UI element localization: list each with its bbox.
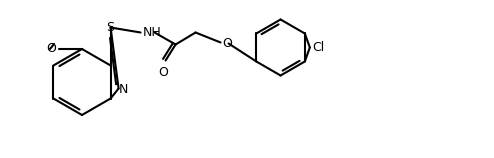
Text: O: O — [46, 43, 56, 55]
Text: Cl: Cl — [312, 41, 324, 54]
Text: O: O — [159, 67, 168, 79]
Text: NH: NH — [143, 26, 162, 39]
Text: O: O — [223, 37, 233, 50]
Text: N: N — [119, 83, 128, 96]
Text: S: S — [107, 21, 115, 34]
